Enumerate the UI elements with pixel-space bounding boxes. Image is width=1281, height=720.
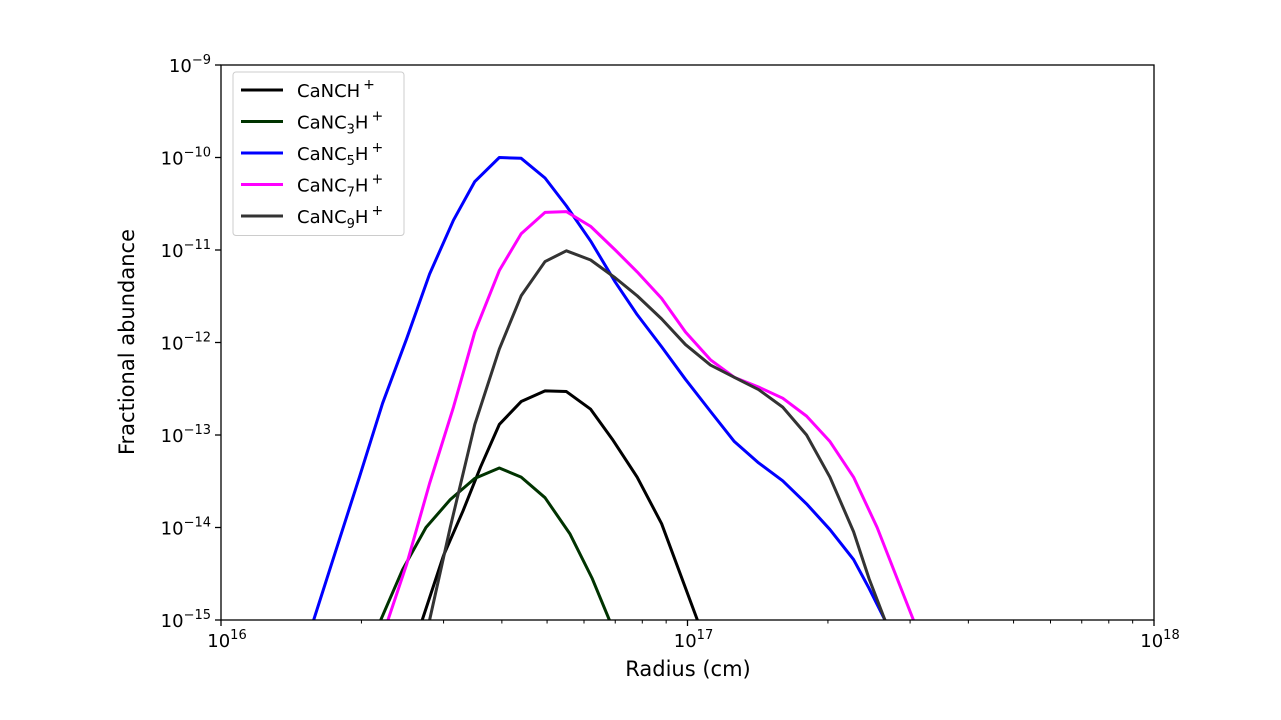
y-tick-label-3: 10−13: [161, 423, 211, 447]
series-line-5: [428, 249, 887, 620]
y-tick-label-5: 10−11: [161, 238, 211, 262]
x-tick-label-3: 1018: [1140, 628, 1179, 652]
series-layer: [312, 156, 915, 620]
legend-entry-1: CaNCH +: [297, 77, 375, 102]
legend-entry-5: CaNC9H +: [297, 203, 383, 232]
y-tick-label-2: 10−14: [161, 516, 211, 540]
y-axis-label: Fractional abundance: [115, 229, 139, 455]
x-tick-label-2: 1017: [674, 628, 713, 652]
legend-entry-2: CaNC3H +: [297, 109, 383, 138]
series-line-4: [386, 210, 915, 620]
legend: CaNCH + CaNC3H +CaNC5H + CaNC7H +CaNC9H +: [232, 71, 405, 236]
series-line-2: [379, 466, 611, 620]
ticks-layer: 1016 1017 1018 10−15 10−14 10−13 10−12 10−11 10−…: [161, 53, 1180, 652]
legend-entry-3: CaNC5H +: [297, 140, 383, 169]
series-line-1: [420, 389, 699, 620]
legend-entry-4: CaNC7H +: [297, 172, 383, 201]
y-tick-label-4: 10−12: [161, 331, 211, 355]
legend-box: [232, 71, 405, 236]
y-tick-label-1: 10−15: [161, 608, 211, 632]
x-tick-label-1: 1016: [207, 628, 246, 652]
y-tick-label-6: 10−10: [161, 146, 211, 170]
y-tick-label-7: 10−9: [169, 53, 211, 77]
x-axis-label: Radius (cm): [625, 657, 750, 681]
series-line-3: [312, 156, 887, 620]
